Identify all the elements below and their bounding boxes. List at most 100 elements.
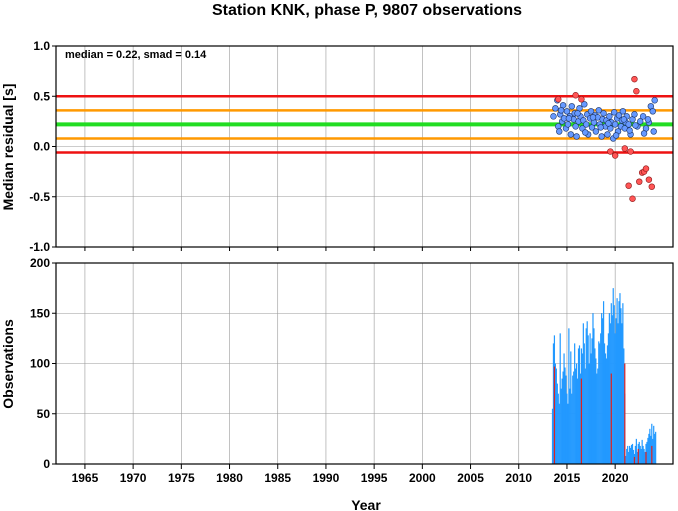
residual-point (611, 121, 619, 128)
observation-bar (629, 445, 631, 464)
x-tick-label: 2020 (602, 471, 629, 485)
observation-bar (652, 438, 654, 464)
observation-bar (612, 288, 614, 464)
outlier-bar (651, 445, 653, 464)
residual-point (612, 132, 620, 139)
residual-outlier-point (627, 148, 634, 155)
residual-point (625, 121, 632, 128)
residual-reference-lines (56, 95, 673, 154)
observation-bar (636, 451, 638, 464)
outlier-bar (645, 451, 647, 464)
residual-point (572, 123, 579, 130)
observation-bar (556, 383, 558, 464)
residual-point (550, 113, 557, 120)
observation-bar (649, 428, 651, 464)
observation-bar (654, 433, 656, 464)
observation-bar (630, 444, 633, 464)
x-tick-label: 1985 (264, 471, 291, 485)
y-tick-label: 150 (30, 306, 50, 320)
x-tick-label: 1975 (168, 471, 195, 485)
residual-outlier-point (625, 182, 632, 189)
observation-bar (651, 423, 653, 464)
residual-outlier-point (621, 145, 628, 152)
observation-bar (627, 445, 629, 464)
observation-bar (582, 323, 584, 464)
observation-bar (643, 448, 645, 464)
observation-bar (617, 323, 619, 464)
residual-point (651, 97, 658, 104)
observation-bar (562, 371, 564, 464)
observation-bar (625, 455, 627, 464)
observation-bar (602, 318, 604, 464)
observation-bar (568, 328, 570, 464)
chart-title: Station KNK, phase P, 9807 observations (212, 2, 522, 19)
residual-outlier-point (636, 178, 643, 185)
observation-bar (590, 353, 592, 464)
observation-bar (559, 333, 561, 464)
observation-bar (621, 323, 623, 464)
observation-bar (639, 445, 641, 464)
observation-bar (634, 445, 637, 464)
residual-y-ticks: 1.0 0.5 0.0 -0.5 -1.0 (29, 39, 616, 254)
observation-bar (573, 371, 575, 464)
observation-bar (564, 367, 566, 464)
observation-bar (560, 388, 562, 464)
observation-bar (575, 363, 578, 464)
observation-bar (626, 448, 628, 464)
observation-bar (599, 343, 601, 464)
observations-panel: 0 50 100 150 200 1965 1970 1975 1980 1985 1990 199… (0, 256, 674, 511)
observation-bar (606, 345, 609, 464)
x-tick-label: 1990 (313, 471, 340, 485)
observation-bar (571, 393, 573, 464)
observation-bar (640, 448, 642, 464)
outlier-bar (633, 456, 636, 464)
observation-bar (642, 445, 644, 464)
observation-bar (597, 368, 599, 464)
observation-bar (653, 425, 655, 464)
outlier-bar (553, 366, 556, 464)
outlier-bar (637, 448, 639, 464)
observation-bar (577, 348, 580, 464)
y-tick-label: 0.5 (33, 89, 50, 103)
observation-bar (566, 393, 568, 464)
residual-point (595, 107, 602, 114)
residual-point (640, 130, 648, 137)
residual-point (587, 108, 595, 115)
observation-bar (598, 341, 600, 464)
residual-point (574, 110, 581, 117)
residual-point (583, 121, 590, 128)
residual-point (581, 101, 588, 108)
residual-point (604, 131, 611, 138)
observation-bar (614, 333, 616, 464)
residual-point (556, 128, 563, 135)
observation-bar (620, 308, 622, 464)
residual-point (606, 113, 613, 120)
observation-bar (641, 439, 643, 464)
observation-bar (638, 441, 640, 464)
outlier-bar (624, 363, 626, 464)
observation-bar (587, 335, 589, 464)
residual-outlier-point (611, 152, 619, 159)
residual-grid (56, 45, 673, 248)
residual-point (565, 115, 573, 122)
observation-bar (585, 328, 587, 464)
observation-bar (646, 441, 648, 464)
x-tick-label: 2015 (554, 471, 581, 485)
residual-point (615, 112, 623, 119)
x-tick-label: 2010 (505, 471, 532, 485)
observation-bar (589, 333, 591, 464)
residual-point (620, 116, 628, 123)
outlier-bar (610, 373, 612, 464)
observation-bar (567, 403, 569, 464)
observation-bar (629, 447, 632, 464)
observation-bar (616, 298, 618, 464)
observation-bar (604, 353, 607, 464)
observation-bar (578, 345, 581, 464)
residual-point (582, 129, 589, 136)
x-tick-label: 1995 (361, 471, 388, 485)
residual-outlier-point (555, 96, 562, 103)
observations-y-axis-label: Observations (0, 319, 16, 409)
residual-point (631, 111, 638, 118)
observation-bar (557, 393, 559, 464)
